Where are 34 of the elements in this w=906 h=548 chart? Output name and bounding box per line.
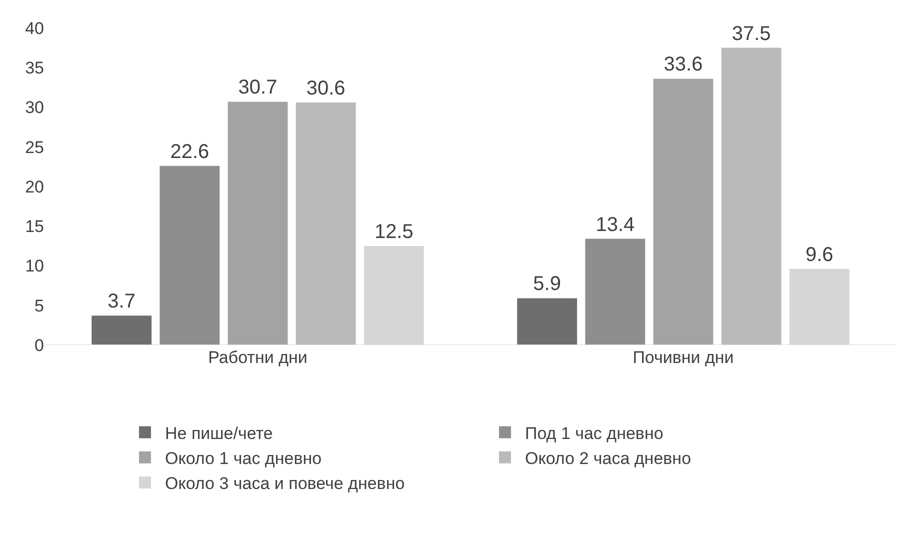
bar	[721, 48, 782, 345]
legend-label: Около 3 часа и повече дневно	[165, 474, 405, 494]
data-label: 3.7	[108, 290, 136, 313]
y-tick-label: 15	[25, 217, 44, 236]
bar	[296, 102, 356, 345]
x-tick-label: Работни дни	[208, 348, 308, 367]
legend-label: Не пише/чете	[165, 424, 273, 443]
bar	[653, 78, 714, 345]
bar	[228, 102, 288, 345]
data-label: 9.6	[806, 244, 834, 266]
y-tick-label: 0	[34, 336, 44, 355]
y-tick-label: 40	[25, 18, 44, 38]
data-label: 30.7	[238, 76, 278, 99]
data-label: 22.6	[170, 140, 210, 163]
legend-label: Около 2 часа дневно	[525, 449, 692, 468]
data-label: 5.9	[533, 273, 561, 296]
bar	[585, 238, 646, 345]
bar	[92, 316, 152, 345]
data-label: 33.6	[664, 54, 703, 76]
legend-label: Под 1 час дневно	[525, 424, 664, 443]
y-tick-label: 10	[25, 256, 44, 276]
data-label: 37.5	[732, 22, 771, 45]
y-tick-label: 20	[25, 177, 44, 196]
bar	[517, 298, 578, 345]
bar	[160, 166, 220, 345]
data-label: 30.6	[306, 78, 346, 100]
data-label: 12.5	[374, 220, 414, 243]
y-tick-label: 5	[34, 296, 44, 316]
y-tick-label: 30	[25, 98, 44, 118]
data-label: 13.4	[596, 214, 635, 236]
y-tick-label: 25	[25, 138, 44, 157]
legend-label: Около 1 час дневно	[165, 449, 322, 468]
y-tick-label: 35	[25, 58, 44, 78]
x-tick-label: Почивни дни	[632, 348, 734, 367]
